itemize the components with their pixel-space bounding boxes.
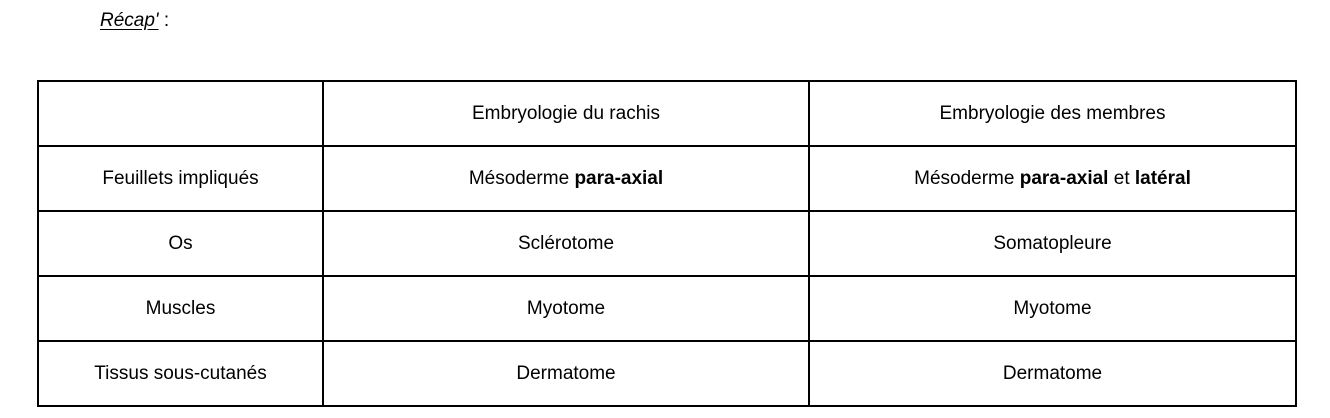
recap-table-container: Embryologie du rachis Embryologie des me… — [37, 80, 1297, 407]
column-header-rachis: Embryologie du rachis — [322, 80, 810, 147]
embryologie-comparison-table: Embryologie du rachis Embryologie des me… — [37, 80, 1297, 407]
cell-feuillets-rachis: Mésoderme para-axial — [322, 145, 810, 212]
cell-text-bold: para-axial — [1019, 167, 1109, 189]
cell-text-plain: Sclérotome — [517, 232, 615, 254]
cell-muscles-rachis: Myotome — [322, 275, 810, 342]
cell-tissus-membres: Dermatome — [808, 340, 1297, 407]
page-title: Récap' : — [100, 8, 169, 34]
table-header: Embryologie du rachis Embryologie des me… — [37, 80, 1297, 147]
cell-text-plain: Myotome — [1013, 297, 1092, 319]
cell-text-plain: Dermatome — [1002, 362, 1103, 384]
cell-text-plain: Dermatome — [516, 362, 616, 384]
cell-text-plain: Mésoderme — [914, 167, 1020, 189]
row-header-os: Os — [37, 210, 324, 277]
cell-text-plain: Somatopleure — [993, 232, 1112, 254]
table-header-row: Embryologie du rachis Embryologie des me… — [37, 80, 1297, 147]
cell-text-plain: Mésoderme — [468, 167, 575, 189]
cell-text-bold-2: latéral — [1134, 167, 1191, 189]
table-row: Feuillets impliqués Mésoderme para-axial… — [37, 145, 1297, 212]
column-header-membres: Embryologie des membres — [808, 80, 1297, 147]
table-corner-cell — [37, 80, 324, 147]
table-row: Os Sclérotome Somatopleure — [37, 210, 1297, 277]
row-header-tissus-sous-cutanes: Tissus sous-cutanés — [37, 340, 324, 407]
cell-text-plain-2: et — [1108, 167, 1135, 189]
page-title-colon: : — [158, 10, 170, 31]
table-body: Feuillets impliqués Mésoderme para-axial… — [37, 145, 1297, 407]
page-title-recap: Récap' — [100, 10, 159, 31]
cell-os-rachis: Sclérotome — [322, 210, 810, 277]
row-header-feuillets: Feuillets impliqués — [37, 145, 324, 212]
cell-feuillets-membres: Mésoderme para-axial et latéral — [808, 145, 1297, 212]
cell-os-membres: Somatopleure — [808, 210, 1297, 277]
row-header-muscles: Muscles — [37, 275, 324, 342]
cell-text-bold: para-axial — [574, 167, 664, 189]
cell-text-plain: Myotome — [526, 297, 606, 319]
table-row: Tissus sous-cutanés Dermatome Dermatome — [37, 340, 1297, 407]
table-row: Muscles Myotome Myotome — [37, 275, 1297, 342]
cell-tissus-rachis: Dermatome — [322, 340, 810, 407]
cell-muscles-membres: Myotome — [808, 275, 1297, 342]
